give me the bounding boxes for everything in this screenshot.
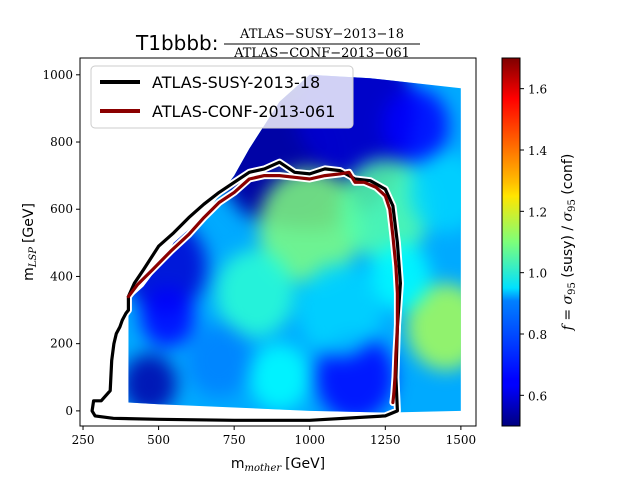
heatmap bbox=[128, 74, 461, 413]
y-label-sub: LSP bbox=[28, 247, 39, 268]
heatmap-blob bbox=[185, 323, 253, 398]
legend-label-conf: ATLAS-CONF-2013-061 bbox=[152, 102, 335, 121]
legend-label-susy: ATLAS-SUSY-2013-18 bbox=[152, 73, 320, 92]
x-tick-label: 750 bbox=[223, 433, 246, 447]
cb-label-sub1: 95 bbox=[567, 282, 578, 295]
title-numerator: ATLAS−SUSY−2013−18 bbox=[239, 27, 404, 42]
y-tick-label: 400 bbox=[50, 269, 73, 283]
colorbar-tick-label: 1.6 bbox=[528, 83, 547, 97]
cb-label-sigma2: σ bbox=[560, 211, 576, 221]
y-label-main: m bbox=[21, 267, 37, 281]
heatmap-blob bbox=[128, 353, 177, 413]
series-line-susy bbox=[90, 160, 402, 422]
x-axis-label: mmother [GeV] bbox=[231, 456, 325, 474]
heatmap-blob bbox=[249, 343, 310, 411]
title-denominator: ATLAS−CONF−2013−061 bbox=[233, 46, 410, 61]
y-label-unit: [GeV] bbox=[21, 203, 37, 243]
heatmap-blob bbox=[258, 168, 362, 284]
series-line-conf bbox=[126, 170, 399, 405]
colorbar-bar bbox=[501, 57, 521, 427]
colorbar-tick-label: 0.8 bbox=[528, 328, 547, 342]
x-tick-label: 1250 bbox=[370, 433, 401, 447]
heatmap-blob bbox=[409, 152, 461, 233]
y-tick-label: 1000 bbox=[42, 68, 73, 82]
title-prefix: T1bbbb: bbox=[135, 31, 218, 55]
colorbar-tick-label: 0.6 bbox=[528, 389, 547, 403]
x-tick-label: 1500 bbox=[446, 433, 477, 447]
x-label-main: m bbox=[231, 456, 245, 472]
y-tick-label: 600 bbox=[50, 202, 73, 216]
y-axis-ticks: 0 200 400 600 800 1000 bbox=[42, 68, 80, 418]
heatmap-blob bbox=[406, 283, 461, 371]
heatmap-blob bbox=[297, 263, 383, 358]
cb-label-sigma1: σ bbox=[560, 294, 576, 304]
cb-label-susy: (susy) / bbox=[560, 221, 576, 282]
legend: ATLAS-SUSY-2013-18 ATLAS-CONF-2013-061 bbox=[90, 65, 354, 129]
heatmap-blob bbox=[140, 286, 195, 348]
y-axis-label: mLSP [GeV] bbox=[21, 203, 39, 281]
y-tick-label: 0 bbox=[65, 404, 73, 418]
colorbar: 0.6 0.8 1.0 1.2 1.4 1.6 f = σ95 (susy) / σ95 … bbox=[501, 57, 578, 427]
y-tick-label: 200 bbox=[50, 337, 73, 351]
colorbar-tick-label: 1.0 bbox=[528, 267, 547, 281]
colorbar-ticks: 0.6 0.8 1.0 1.2 1.4 1.6 bbox=[520, 83, 547, 403]
series-layer bbox=[88, 158, 404, 424]
x-tick-label: 250 bbox=[72, 433, 95, 447]
colorbar-label: f = σ95 (susy) / σ95 (conf) bbox=[560, 154, 578, 332]
chart-title: T1bbbb: ATLAS−SUSY−2013−18 ATLAS−CONF−20… bbox=[135, 27, 420, 61]
cb-label-sub2: 95 bbox=[567, 199, 578, 212]
colorbar-tick-label: 1.2 bbox=[528, 205, 547, 219]
heatmap-blob bbox=[382, 88, 449, 163]
x-label-unit: [GeV] bbox=[285, 456, 325, 472]
x-tick-label: 1000 bbox=[294, 433, 325, 447]
x-tick-label: 500 bbox=[147, 433, 170, 447]
axes-frame bbox=[79, 57, 477, 427]
plot-area bbox=[88, 74, 461, 424]
cb-label-conf: (conf) bbox=[560, 154, 576, 199]
x-label-sub: mother bbox=[245, 463, 283, 474]
colorbar-tick-label: 1.4 bbox=[528, 144, 547, 158]
x-axis-ticks: 250 500 750 1000 1250 1500 bbox=[72, 426, 477, 447]
heatmap-blob bbox=[216, 249, 295, 337]
cb-label-eq: = bbox=[560, 304, 576, 325]
legend-box bbox=[90, 65, 354, 129]
cb-label-f: f bbox=[560, 322, 576, 331]
y-tick-label: 800 bbox=[50, 135, 73, 149]
